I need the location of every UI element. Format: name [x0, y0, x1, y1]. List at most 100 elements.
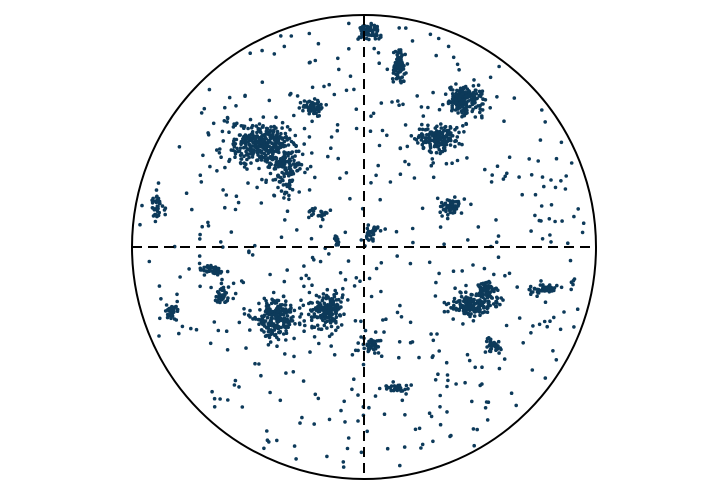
data-point — [217, 151, 222, 155]
data-point — [435, 332, 439, 336]
data-point — [307, 188, 312, 192]
data-point — [520, 192, 524, 197]
data-point — [246, 181, 250, 185]
data-point — [307, 276, 311, 281]
data-point — [288, 303, 293, 308]
data-point — [497, 366, 502, 371]
data-point — [437, 271, 441, 276]
data-point — [420, 135, 424, 140]
data-point — [263, 319, 268, 323]
data-point — [569, 287, 573, 292]
data-point — [316, 396, 321, 401]
data-point — [420, 206, 425, 211]
data-point — [329, 344, 334, 348]
data-point — [495, 164, 500, 168]
data-point — [483, 350, 488, 354]
data-point — [302, 126, 307, 131]
data-point — [275, 306, 279, 311]
data-point — [398, 146, 403, 151]
data-point — [219, 281, 224, 286]
data-point — [327, 82, 332, 87]
data-point — [403, 123, 408, 127]
data-point — [477, 89, 482, 94]
data-point — [472, 443, 477, 448]
data-point — [448, 434, 452, 439]
data-point — [260, 177, 264, 182]
data-point — [279, 131, 283, 136]
data-point — [221, 139, 226, 143]
data-point — [502, 357, 507, 361]
data-point — [287, 171, 292, 175]
data-point — [333, 288, 338, 293]
data-point — [292, 113, 296, 118]
data-point — [247, 249, 251, 253]
data-point — [397, 355, 401, 360]
data-point — [487, 279, 491, 284]
data-point — [310, 151, 314, 155]
data-point — [488, 106, 493, 110]
data-point — [486, 284, 491, 288]
data-point — [285, 125, 290, 129]
data-point — [250, 155, 255, 159]
data-point — [444, 360, 449, 365]
data-point — [225, 116, 230, 121]
data-point — [329, 135, 334, 139]
data-point — [465, 108, 469, 113]
data-point — [289, 319, 293, 323]
data-point — [248, 135, 252, 139]
data-point — [322, 323, 327, 328]
data-point — [226, 296, 230, 300]
data-point — [272, 193, 277, 198]
data-point — [358, 26, 363, 30]
data-point — [450, 161, 454, 165]
data-point — [257, 322, 261, 327]
data-point — [314, 293, 319, 298]
data-point — [431, 161, 436, 165]
data-point — [208, 164, 212, 169]
data-point — [315, 323, 320, 328]
data-point — [215, 169, 219, 173]
data-point — [317, 295, 322, 299]
data-point — [212, 405, 217, 409]
data-point — [341, 293, 345, 297]
data-point — [288, 127, 292, 132]
data-point — [277, 145, 282, 149]
data-point — [366, 229, 371, 234]
data-point — [471, 299, 475, 303]
data-point — [282, 279, 287, 284]
data-point — [435, 196, 440, 201]
data-point — [245, 167, 249, 171]
data-point — [507, 271, 512, 276]
data-point — [268, 340, 273, 344]
data-point — [572, 214, 576, 219]
data-point — [475, 299, 480, 303]
data-point — [403, 52, 408, 57]
data-point — [153, 219, 158, 224]
data-point — [429, 130, 434, 134]
data-point — [327, 334, 332, 339]
data-point — [226, 398, 230, 402]
data-point — [396, 99, 400, 103]
data-point — [478, 107, 483, 111]
data-point — [429, 150, 434, 155]
data-point — [431, 90, 435, 95]
data-point — [234, 194, 239, 198]
data-point — [461, 108, 465, 112]
data-point — [459, 211, 464, 215]
data-point — [466, 99, 471, 103]
data-point — [158, 201, 162, 206]
data-point — [486, 301, 491, 306]
data-point — [553, 219, 557, 224]
data-point — [307, 290, 312, 295]
data-point — [307, 215, 311, 220]
data-point — [266, 151, 271, 156]
data-point — [494, 347, 499, 352]
data-point — [542, 319, 547, 324]
data-point — [393, 49, 398, 54]
data-point — [257, 301, 261, 306]
data-point — [530, 368, 535, 372]
data-point — [221, 285, 226, 290]
data-point — [268, 136, 273, 140]
data-point — [409, 134, 414, 138]
data-point — [369, 294, 374, 299]
